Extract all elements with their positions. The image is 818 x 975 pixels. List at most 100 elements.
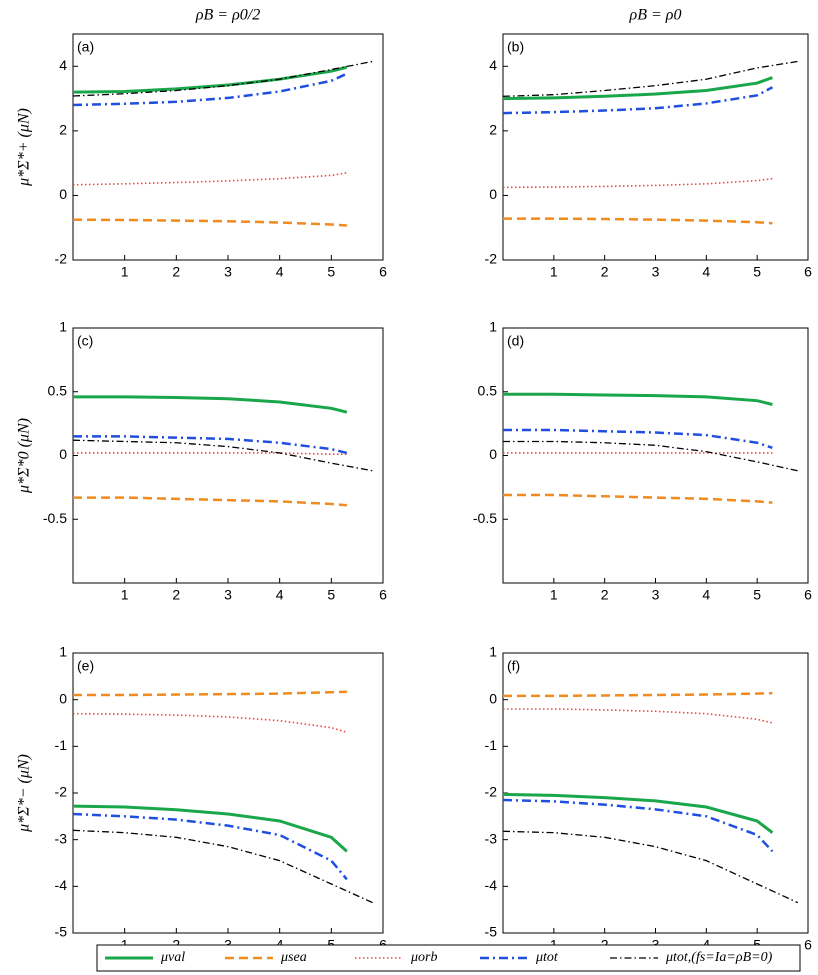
legend-label: μorb	[410, 950, 437, 965]
column-title: ρB = ρ0	[629, 7, 682, 24]
series-line	[502, 798, 774, 853]
y-tick-label: 2	[489, 122, 497, 138]
series-line	[72, 218, 347, 227]
x-tick-label: 1	[550, 264, 558, 280]
y-tick-label: -5	[485, 924, 498, 940]
panel-label: (b)	[507, 39, 524, 55]
series-line	[73, 452, 347, 456]
series-line	[72, 829, 373, 904]
x-tick-label: 3	[224, 587, 232, 603]
y-tick-label: 4	[489, 57, 497, 73]
x-tick-label: 2	[172, 587, 180, 603]
x-tick-label: 4	[702, 264, 710, 280]
y-tick-label: 0	[489, 446, 497, 462]
series-line	[73, 690, 347, 697]
x-tick-label: 1	[121, 587, 129, 603]
y-tick-label: -4	[485, 877, 498, 893]
x-tick-label: 6	[379, 587, 387, 603]
series-line	[503, 708, 773, 724]
y-tick-label: 4	[59, 57, 67, 73]
y-tick-label: -3	[55, 830, 68, 846]
x-tick-label: 2	[172, 264, 180, 280]
series-line	[72, 65, 348, 94]
series-line	[73, 435, 348, 455]
series-line	[502, 86, 774, 115]
x-tick-label: 5	[327, 264, 335, 280]
series-line	[503, 428, 773, 450]
panel-label: (e)	[77, 658, 94, 674]
legend-label: μtot	[535, 950, 559, 965]
series-line	[72, 72, 348, 107]
series-line	[72, 60, 373, 97]
series-line	[73, 496, 347, 507]
series-line	[502, 76, 773, 101]
x-tick-label: 2	[601, 264, 609, 280]
plot-area	[502, 327, 809, 584]
y-tick-label: 2	[59, 122, 67, 138]
x-tick-label: 3	[652, 264, 660, 280]
series-line	[503, 440, 798, 472]
x-tick-label: 6	[379, 264, 387, 280]
y-tick-label: 0	[489, 690, 497, 706]
x-tick-label: 2	[601, 587, 609, 603]
x-tick-label: 5	[327, 587, 335, 603]
y-tick-label: -5	[55, 924, 68, 940]
series-line	[72, 172, 347, 186]
series-line	[72, 439, 373, 472]
x-tick-label: 1	[121, 264, 129, 280]
legend-label: μval	[160, 950, 185, 965]
y-tick-label: -3	[485, 830, 498, 846]
column-title: ρB = ρ0/2	[195, 7, 260, 24]
y-tick-label: 0.5	[478, 382, 498, 398]
series-line	[503, 493, 773, 504]
y-tick-label: 0	[59, 186, 67, 202]
y-tick-label: -4	[55, 877, 68, 893]
y-tick-label: 0	[59, 690, 67, 706]
y-tick-label: -0.5	[43, 510, 67, 526]
x-tick-label: 6	[804, 264, 812, 280]
y-tick-label: -0.5	[473, 510, 497, 526]
series-line	[72, 804, 348, 853]
x-tick-label: 6	[804, 587, 812, 603]
series-line	[72, 712, 348, 734]
y-tick-label: 1	[59, 644, 67, 660]
y-tick-label: 0	[59, 446, 67, 462]
y-tick-label: 0	[489, 186, 497, 202]
plot-area	[72, 327, 384, 584]
x-tick-label: 1	[550, 587, 558, 603]
y-tick-label: -1	[55, 737, 68, 753]
plot-area	[502, 33, 809, 261]
y-tick-label: -2	[485, 784, 498, 800]
y-tick-label: -2	[55, 251, 68, 267]
series-line	[502, 830, 799, 904]
series-line	[503, 217, 773, 225]
y-axis-label: μ*Σ*− (μN)	[16, 754, 33, 833]
x-tick-label: 4	[276, 264, 284, 280]
y-tick-label: -1	[485, 737, 498, 753]
y-axis-label: μ*Σ*0 (μN)	[16, 418, 33, 494]
series-line	[503, 392, 773, 406]
x-tick-label: 6	[804, 937, 812, 953]
series-line	[72, 812, 348, 881]
x-tick-label: 5	[753, 587, 761, 603]
series-line	[73, 395, 348, 414]
y-tick-label: 0.5	[48, 382, 68, 398]
legend	[96, 944, 801, 972]
panel-label: (d)	[507, 333, 524, 349]
panel-label: (a)	[77, 39, 94, 55]
x-tick-label: 3	[652, 587, 660, 603]
x-tick-label: 5	[753, 264, 761, 280]
panel-label: (f)	[507, 658, 520, 674]
x-tick-label: 4	[702, 587, 710, 603]
series-line	[502, 792, 774, 834]
legend-label: μsea	[280, 950, 307, 965]
legend-label: μtot,(fs=Ia=ρB=0)	[665, 950, 773, 965]
series-line	[502, 60, 798, 97]
y-tick-label: 1	[59, 319, 67, 335]
x-tick-label: 4	[276, 587, 284, 603]
y-axis-label: μ*Σ*+ (μN)	[16, 108, 33, 187]
series-line	[503, 691, 773, 698]
y-tick-label: -2	[55, 784, 68, 800]
panel-label: (c)	[77, 333, 93, 349]
